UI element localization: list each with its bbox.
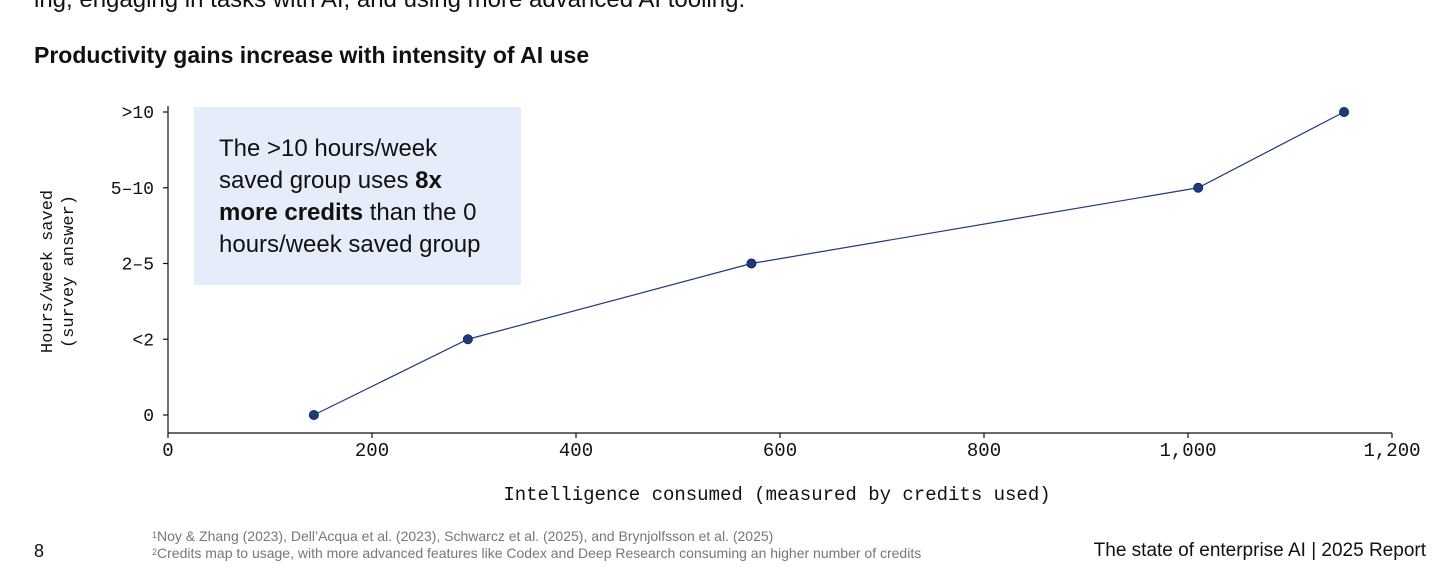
- data-point: [746, 258, 757, 269]
- callout-box: The >10 hours/week saved group uses 8x m…: [194, 107, 521, 285]
- y-tick-label: 5–10: [111, 180, 154, 200]
- x-tick-label: 1,200: [1363, 440, 1420, 462]
- callout-highlight: 8x more credits: [219, 167, 442, 226]
- callout-text-end: than the 0 hours/week saved group: [219, 199, 481, 258]
- data-point: [308, 409, 319, 420]
- data-point: [462, 334, 473, 345]
- footnote-marker: 1: [152, 530, 158, 540]
- y-tick-label: 0: [143, 407, 154, 427]
- footnote-text: Noy & Zhang (2023), Dell’Acqua et al. (2…: [157, 528, 774, 544]
- callout-text-start: The >10 hours/week saved group uses: [219, 135, 438, 194]
- x-tick-label: 1,000: [1159, 440, 1216, 462]
- y-tick-label: >10: [122, 104, 154, 124]
- chart-title: Productivity gains increase with intensi…: [34, 42, 590, 68]
- footnote-2: 2Credits map to usage, with more advance…: [152, 545, 921, 562]
- x-tick-label: 800: [967, 440, 1001, 462]
- report-label: The state of enterprise AI | 2025 Report: [1093, 540, 1426, 561]
- y-tick-label: 2–5: [122, 256, 154, 276]
- y-axis-label: Hours/week saved (survey answer): [39, 190, 79, 353]
- footnotes: 1Noy & Zhang (2023), Dell’Acqua et al. (…: [152, 528, 921, 562]
- x-tick-label: 0: [162, 440, 173, 462]
- x-axis-label: Intelligence consumed (measured by credi…: [503, 484, 1050, 506]
- x-tick-label: 400: [559, 440, 593, 462]
- data-point: [1193, 182, 1204, 193]
- data-point: [1339, 107, 1350, 118]
- y-axis-label-line: Hours/week saved: [39, 190, 58, 353]
- x-tick-label: 200: [355, 440, 389, 462]
- y-axis-label-line: (survey answer): [60, 195, 79, 348]
- y-tick-label: <2: [132, 331, 154, 351]
- footnote-marker: 2: [152, 547, 158, 557]
- x-tick-label: 600: [763, 440, 797, 462]
- chart-axes: 0 200 400 600 800 1,000 1,200 0 <2 2–5 5–10 >10 Inte…: [111, 104, 1421, 506]
- page-number: 8: [34, 541, 45, 561]
- footnote-1: 1Noy & Zhang (2023), Dell’Acqua et al. (…: [152, 528, 921, 545]
- footnote-text: Credits map to usage, with more advanced…: [157, 545, 922, 561]
- series-layer: [308, 107, 1350, 420]
- previous-section-text-fragment: ing, engaging in tasks with AI, and usin…: [34, 0, 745, 14]
